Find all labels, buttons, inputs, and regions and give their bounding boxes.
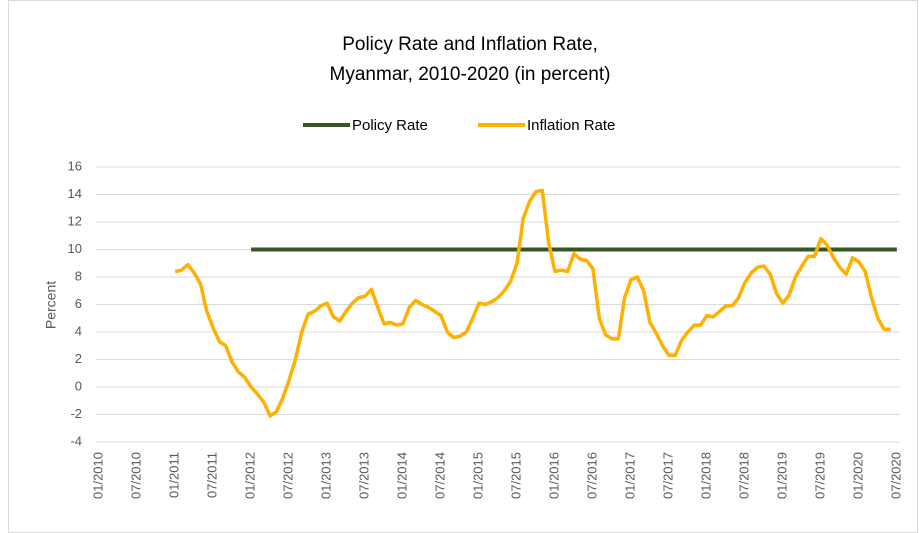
x-tick-label: 01/2017 — [622, 452, 637, 499]
y-tick-label: 6 — [75, 296, 82, 311]
x-tick-label: 07/2018 — [736, 452, 751, 499]
x-tick-label: 07/2011 — [205, 452, 220, 498]
x-tick-label: 01/2020 — [850, 452, 865, 499]
y-tick-label: -4 — [70, 433, 82, 448]
x-tick-label: 07/2012 — [281, 452, 296, 499]
y-tick-label: 16 — [68, 158, 82, 173]
y-axis-label: Percent — [43, 281, 59, 329]
x-tick-label: 01/2019 — [774, 452, 789, 499]
x-tick-label: 01/2018 — [698, 452, 713, 499]
y-tick-label: 4 — [75, 323, 82, 338]
legend-label: Policy Rate — [352, 117, 428, 134]
x-tick-label: 07/2019 — [812, 452, 827, 499]
line-series — [174, 188, 891, 418]
x-tick-label: 01/2010 — [91, 452, 106, 499]
x-tick-label: 01/2011 — [167, 452, 182, 498]
x-tick-label: 01/2013 — [319, 452, 334, 499]
chart-title: Myanmar, 2010-2020 (in percent) — [330, 64, 611, 85]
y-tick-label: 2 — [75, 351, 82, 366]
y-tick-label: -2 — [70, 406, 82, 421]
legend-label: Inflation Rate — [527, 117, 615, 134]
x-tick-label: 01/2015 — [470, 452, 485, 499]
x-tick-label: 01/2016 — [546, 452, 561, 499]
x-tick-label: 07/2013 — [356, 452, 371, 499]
x-tick-label: 01/2012 — [243, 452, 258, 499]
y-tick-label: 8 — [75, 268, 82, 283]
y-tick-label: 14 — [68, 186, 82, 201]
x-tick-label: 07/2017 — [660, 452, 675, 499]
y-tick-label: 10 — [68, 241, 82, 256]
chart-title: Policy Rate and Inflation Rate, — [342, 34, 598, 55]
x-tick-label: 07/2020 — [888, 452, 903, 499]
x-tick-label: 01/2014 — [394, 452, 409, 499]
x-tick-label: 07/2014 — [432, 452, 447, 499]
y-tick-label: 12 — [68, 213, 82, 228]
y-tick-label: 0 — [75, 378, 82, 393]
x-tick-label: 07/2010 — [129, 452, 144, 499]
x-tick-label: 07/2016 — [584, 452, 599, 499]
x-tick-label: 07/2015 — [508, 452, 523, 499]
